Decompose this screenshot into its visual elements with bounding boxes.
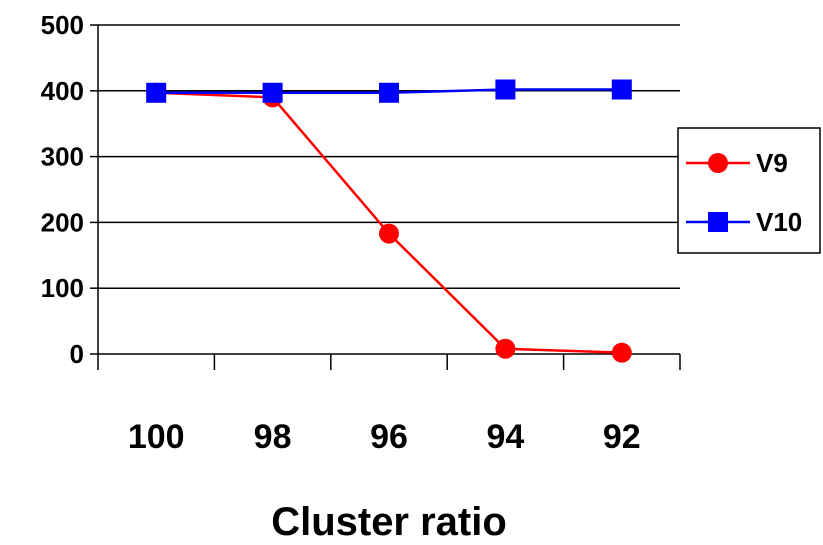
y-tick-label: 400: [41, 76, 84, 106]
x-tick-label: 96: [370, 418, 408, 456]
y-tick-labels: 0 100 200 300 400 500: [41, 10, 84, 369]
data-point-v10: [611, 79, 632, 100]
x-tick-labels: 100 98 96 94 92: [128, 418, 641, 456]
x-axis-label: Cluster ratio: [271, 500, 507, 544]
legend-marker-v10: [708, 212, 728, 232]
legend: V9 V10: [677, 127, 821, 254]
data-point-v10: [379, 82, 399, 103]
legend-label-v9: V9: [756, 148, 788, 178]
legend-marker-v9: [708, 153, 728, 173]
data-point-v9: [379, 223, 399, 244]
y-tick-label: 300: [41, 142, 84, 172]
data-point-v9: [495, 338, 516, 359]
data-point-v10: [495, 79, 516, 100]
gridlines: [90, 24, 681, 370]
x-tick-label: 94: [486, 418, 524, 456]
axes: [97, 25, 680, 355]
legend-box: [677, 127, 821, 254]
series-group: [146, 79, 632, 363]
data-point-v9: [611, 342, 632, 363]
y-tick-label: 100: [41, 273, 84, 303]
y-tick-label: 200: [41, 207, 84, 237]
x-tick-label: 100: [128, 418, 185, 456]
x-tick-label: 92: [603, 418, 641, 456]
y-tick-label: 0: [70, 339, 84, 369]
data-point-v10: [146, 82, 167, 103]
y-tick-label: 500: [41, 10, 84, 40]
legend-label-v10: V10: [756, 207, 802, 237]
x-tick-label: 98: [254, 418, 292, 456]
data-point-v10: [262, 82, 283, 103]
